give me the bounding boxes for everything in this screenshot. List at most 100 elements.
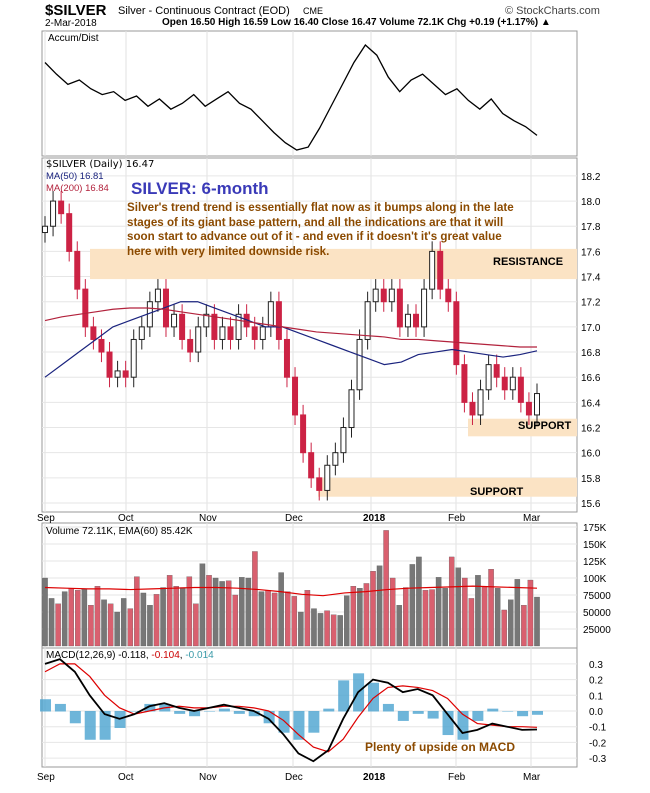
- price-tick-label: 17.6: [581, 247, 601, 258]
- volume-bar: [212, 577, 219, 647]
- volume-bar: [173, 586, 179, 647]
- macd-signal-line: [44, 663, 538, 753]
- volume-bar: [180, 587, 186, 647]
- volume-bar: [527, 579, 534, 647]
- candle: [332, 452, 339, 466]
- volume-bar: [134, 576, 140, 647]
- annotation-line: Silver's trend trend is essentially flat…: [127, 201, 514, 214]
- x-tick-label: Dec: [285, 772, 303, 783]
- macd-histogram-bar: [174, 711, 186, 714]
- candle: [98, 338, 105, 353]
- volume-bar: [147, 605, 153, 647]
- price-tick-label: 16.0: [581, 449, 601, 460]
- candle: [251, 326, 258, 340]
- volume-tick-label: 50000: [583, 608, 611, 619]
- macd-histogram-bar: [40, 699, 51, 712]
- price-tick-label: 16.4: [581, 398, 601, 409]
- candle: [58, 200, 65, 215]
- accum-dist-line: [44, 44, 538, 151]
- price-tick-label: 15.8: [581, 474, 601, 485]
- volume-bar: [435, 577, 442, 647]
- exchange: CME: [303, 6, 323, 16]
- macd-histogram-bar: [263, 711, 275, 724]
- macd-histogram-bar: [472, 711, 484, 721]
- volume-bar: [101, 599, 107, 647]
- macd-histogram-bar: [144, 703, 156, 712]
- volume-bar: [370, 571, 376, 647]
- price-tick-label: 17.2: [581, 298, 601, 309]
- x-tick-label: 2018: [363, 772, 386, 783]
- candle: [340, 427, 347, 454]
- candle: [171, 313, 178, 328]
- volume-bar: [75, 590, 81, 647]
- symbol: $SILVER: [45, 2, 107, 19]
- candle: [493, 364, 500, 378]
- volume-bar: [534, 596, 540, 647]
- volume-bar: [429, 589, 435, 647]
- candle: [388, 288, 395, 303]
- volume-bar: [127, 608, 134, 647]
- volume-bar: [396, 605, 402, 647]
- quote: Open 16.50 High 16.59 Low 16.40 Close 16…: [162, 17, 551, 28]
- macd-histogram-bar: [278, 711, 290, 733]
- candle: [106, 351, 113, 378]
- candle: [114, 370, 121, 378]
- macd-histogram-bar: [69, 711, 81, 724]
- candle: [66, 213, 73, 252]
- macd-histogram-bar: [368, 682, 379, 712]
- volume-bar: [252, 551, 258, 647]
- ma50-legend: MA(50) 16.81: [46, 171, 104, 182]
- macd-tick-label: 0.1: [589, 691, 603, 702]
- volume-bar: [481, 586, 488, 647]
- support-band-lower: [318, 477, 577, 497]
- volume-bar: [68, 588, 74, 647]
- x-tick-label: Oct: [118, 513, 134, 524]
- ma200-legend: MA(200) 16.84: [46, 183, 109, 194]
- volume-bar: [160, 587, 166, 647]
- volume-tick-label: 100K: [583, 574, 607, 585]
- volume-bar: [61, 591, 68, 647]
- annotation-text: Silver's trend trend is essentially flat…: [127, 201, 514, 259]
- macd-tick-label: -0.1: [589, 723, 607, 734]
- volume-bar: [462, 577, 468, 647]
- candle: [300, 414, 307, 454]
- candle: [421, 288, 428, 328]
- candle: [413, 313, 420, 328]
- candle: [308, 452, 315, 479]
- macd-histogram-bar: [99, 711, 111, 740]
- support-label-upper: SUPPORT: [518, 420, 572, 432]
- macd-histogram-bar: [382, 703, 394, 712]
- macd-histogram-bar: [338, 680, 350, 712]
- macd-tick-label: -0.3: [589, 754, 607, 765]
- candle: [316, 477, 323, 491]
- macd-tick-label: -0.2: [589, 738, 607, 749]
- x-tick-label: Oct: [118, 772, 134, 783]
- volume-bar: [521, 605, 527, 647]
- candle: [348, 389, 355, 429]
- annotation-line: stages of its giant base pattern, and al…: [127, 215, 504, 229]
- support-band-upper: [468, 418, 577, 437]
- candle: [380, 288, 387, 303]
- volume-bar: [311, 608, 317, 647]
- candle: [485, 364, 492, 391]
- instrument-name: Silver - Continuous Contract (EOD): [118, 5, 290, 17]
- accum-label: Accum/Dist: [48, 33, 99, 44]
- volume-bar: [55, 603, 61, 647]
- x-tick-label: Nov: [199, 513, 217, 524]
- panel-frame: [41, 30, 578, 157]
- x-tick-label: Sep: [37, 772, 55, 783]
- candle: [138, 326, 145, 340]
- candle: [283, 338, 290, 378]
- volume-bar: [232, 594, 238, 647]
- volume-bar: [330, 614, 337, 647]
- x-tick-label: Feb: [448, 772, 466, 783]
- candle: [429, 250, 436, 290]
- macd-histogram-bar: [323, 708, 335, 712]
- volume-bar: [501, 609, 507, 647]
- macd-histogram-bar: [427, 711, 439, 719]
- price-tick-label: 15.6: [581, 499, 601, 510]
- histogram-value: -0.014: [185, 650, 214, 661]
- candle: [267, 301, 274, 328]
- volume-ema-line: [44, 585, 538, 597]
- x-tick-label: Feb: [448, 513, 466, 524]
